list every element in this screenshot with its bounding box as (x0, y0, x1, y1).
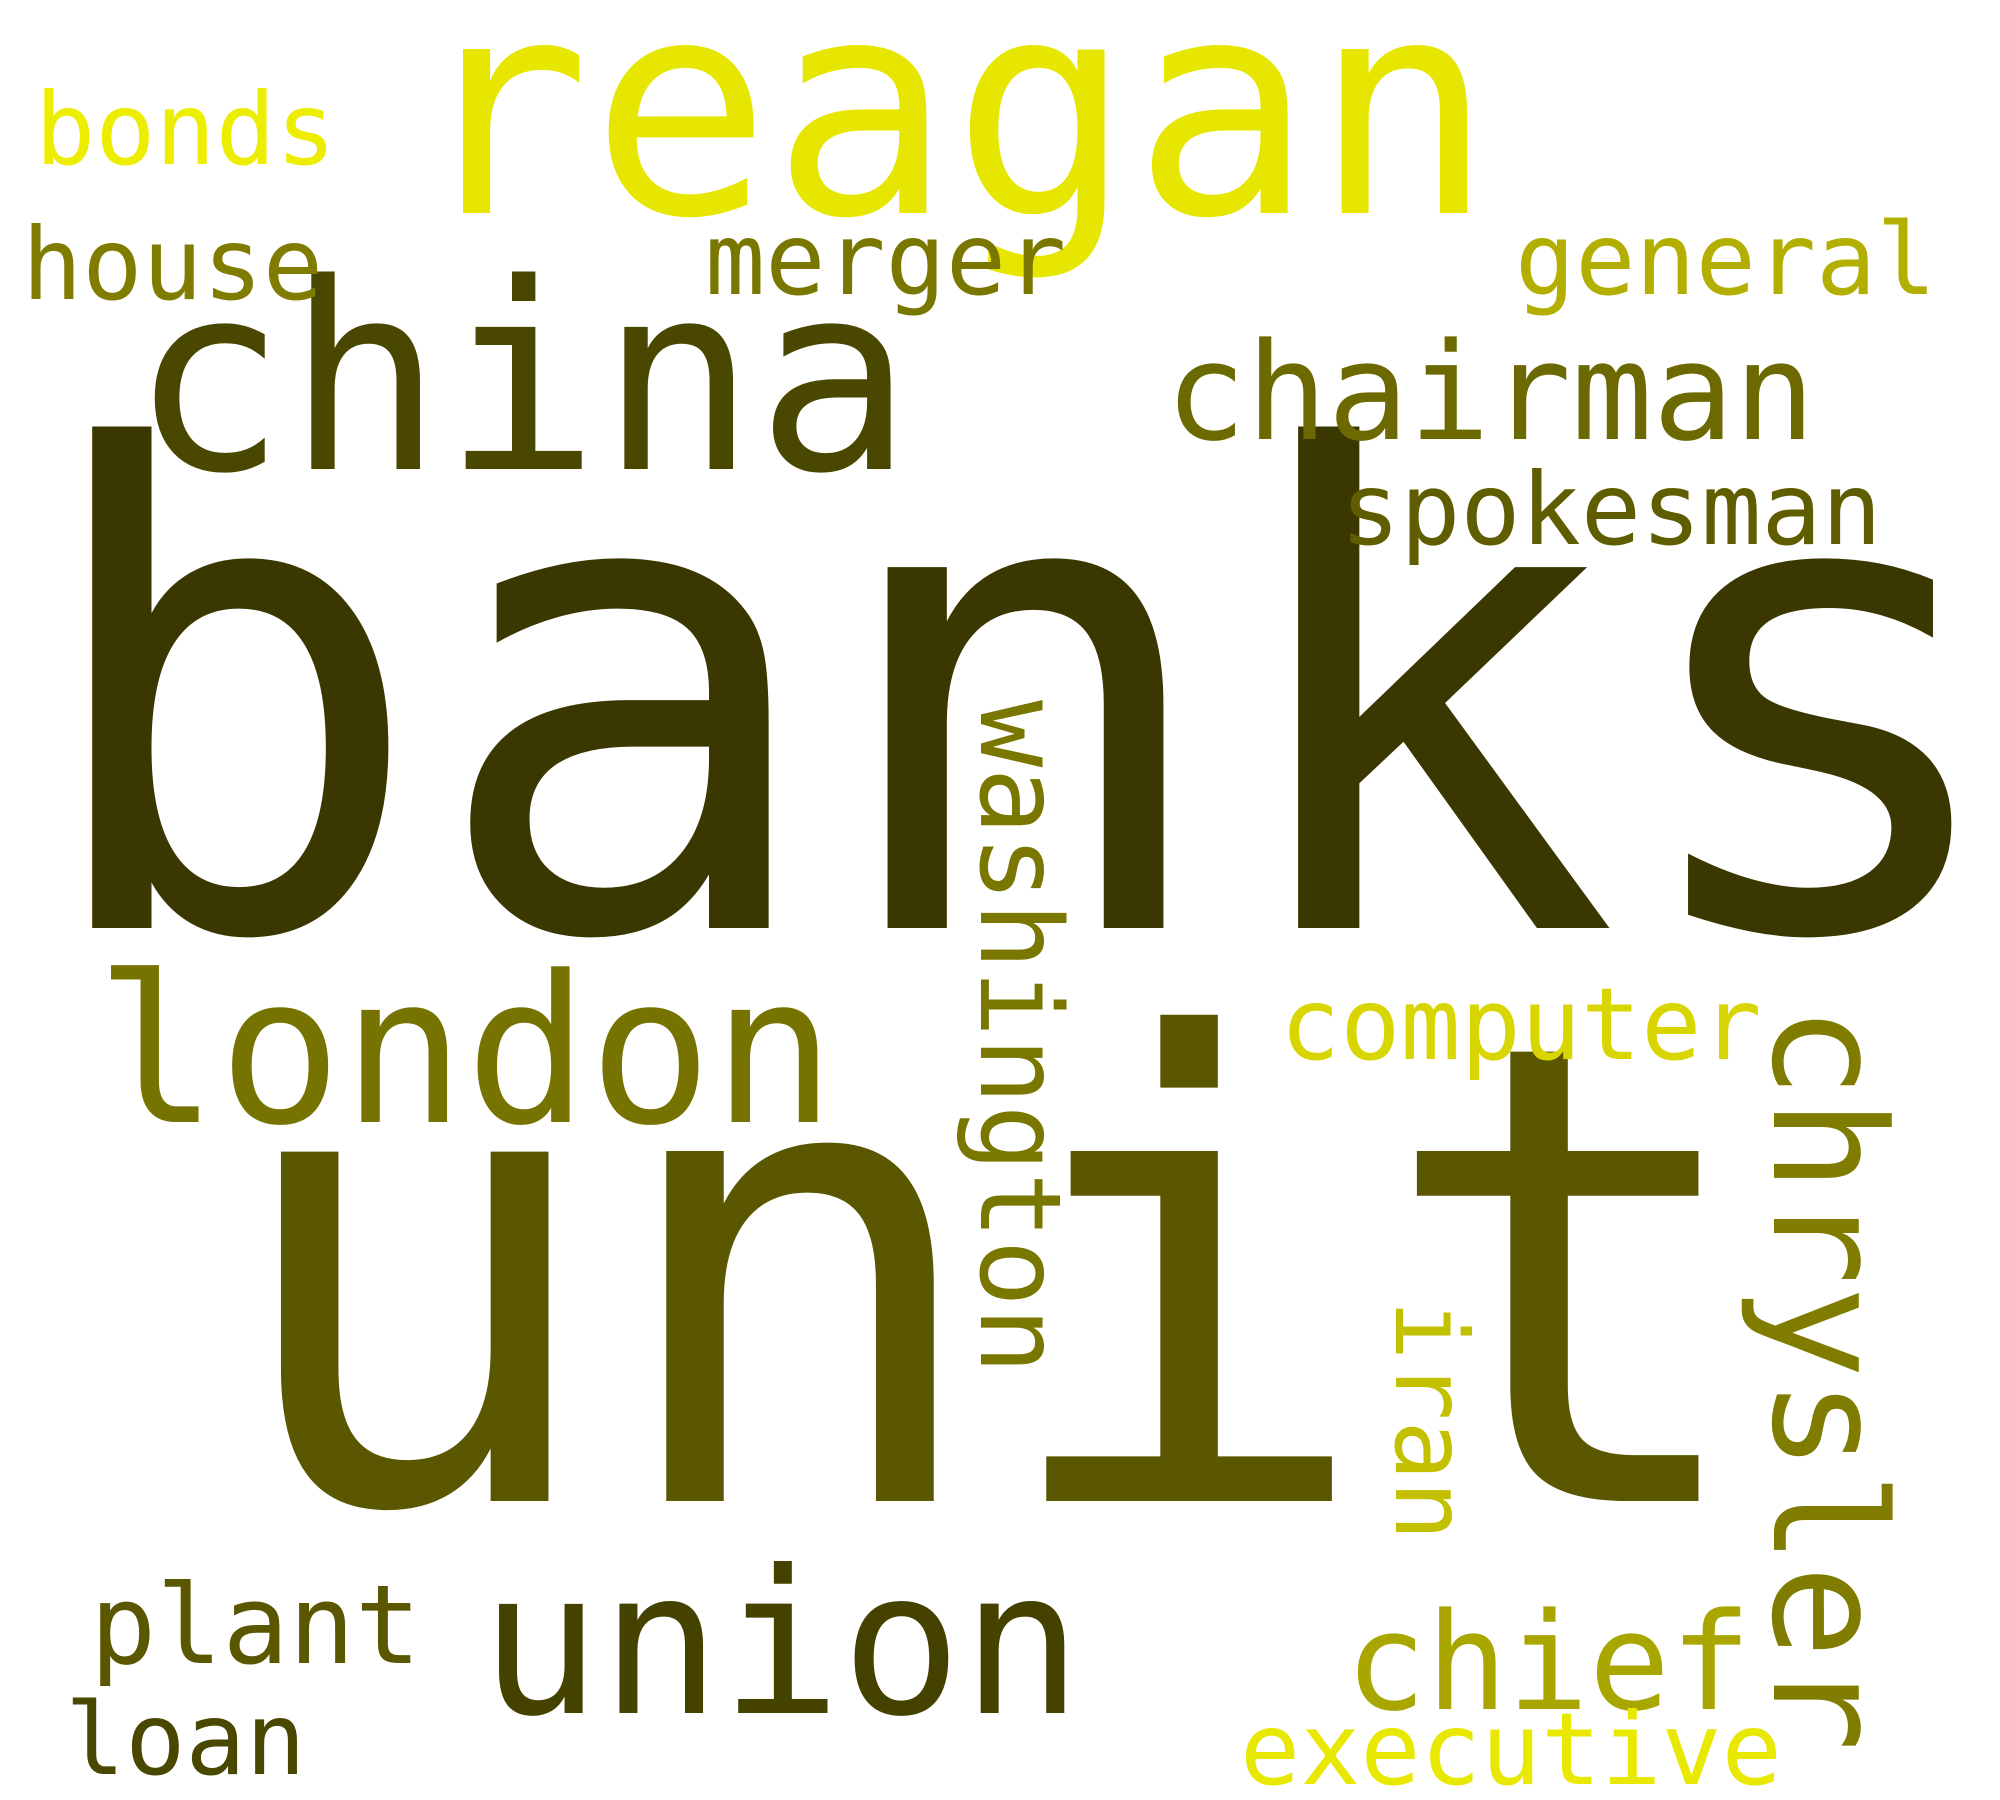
word-iran: iran (1372, 1300, 1489, 1541)
word-chairman: chairman (1165, 314, 1816, 471)
word-general: general (1515, 201, 1937, 318)
word-computer: computer (1280, 966, 1762, 1083)
word-executive: executive (1240, 1691, 1782, 1800)
word-spokesman: spokesman (1340, 451, 1882, 568)
word-reagan: reagan (410, 0, 1494, 284)
word-loan: loan (65, 1681, 306, 1798)
word-plant: plant (90, 1561, 422, 1689)
word-banks: banks (30, 315, 2000, 1084)
word-merger: merger (705, 201, 1067, 318)
word-house: house (22, 206, 324, 323)
word-london: london (95, 933, 836, 1171)
word-washington: washington (954, 700, 1084, 1375)
word-union: union (480, 1528, 1083, 1761)
word-unit: unit (220, 907, 1762, 1652)
word-china: china (130, 229, 913, 531)
word-chrysler: chrysler (1737, 1005, 1918, 1752)
word-bonds: bonds (35, 71, 337, 188)
word-chief: chief (1345, 1584, 1752, 1741)
